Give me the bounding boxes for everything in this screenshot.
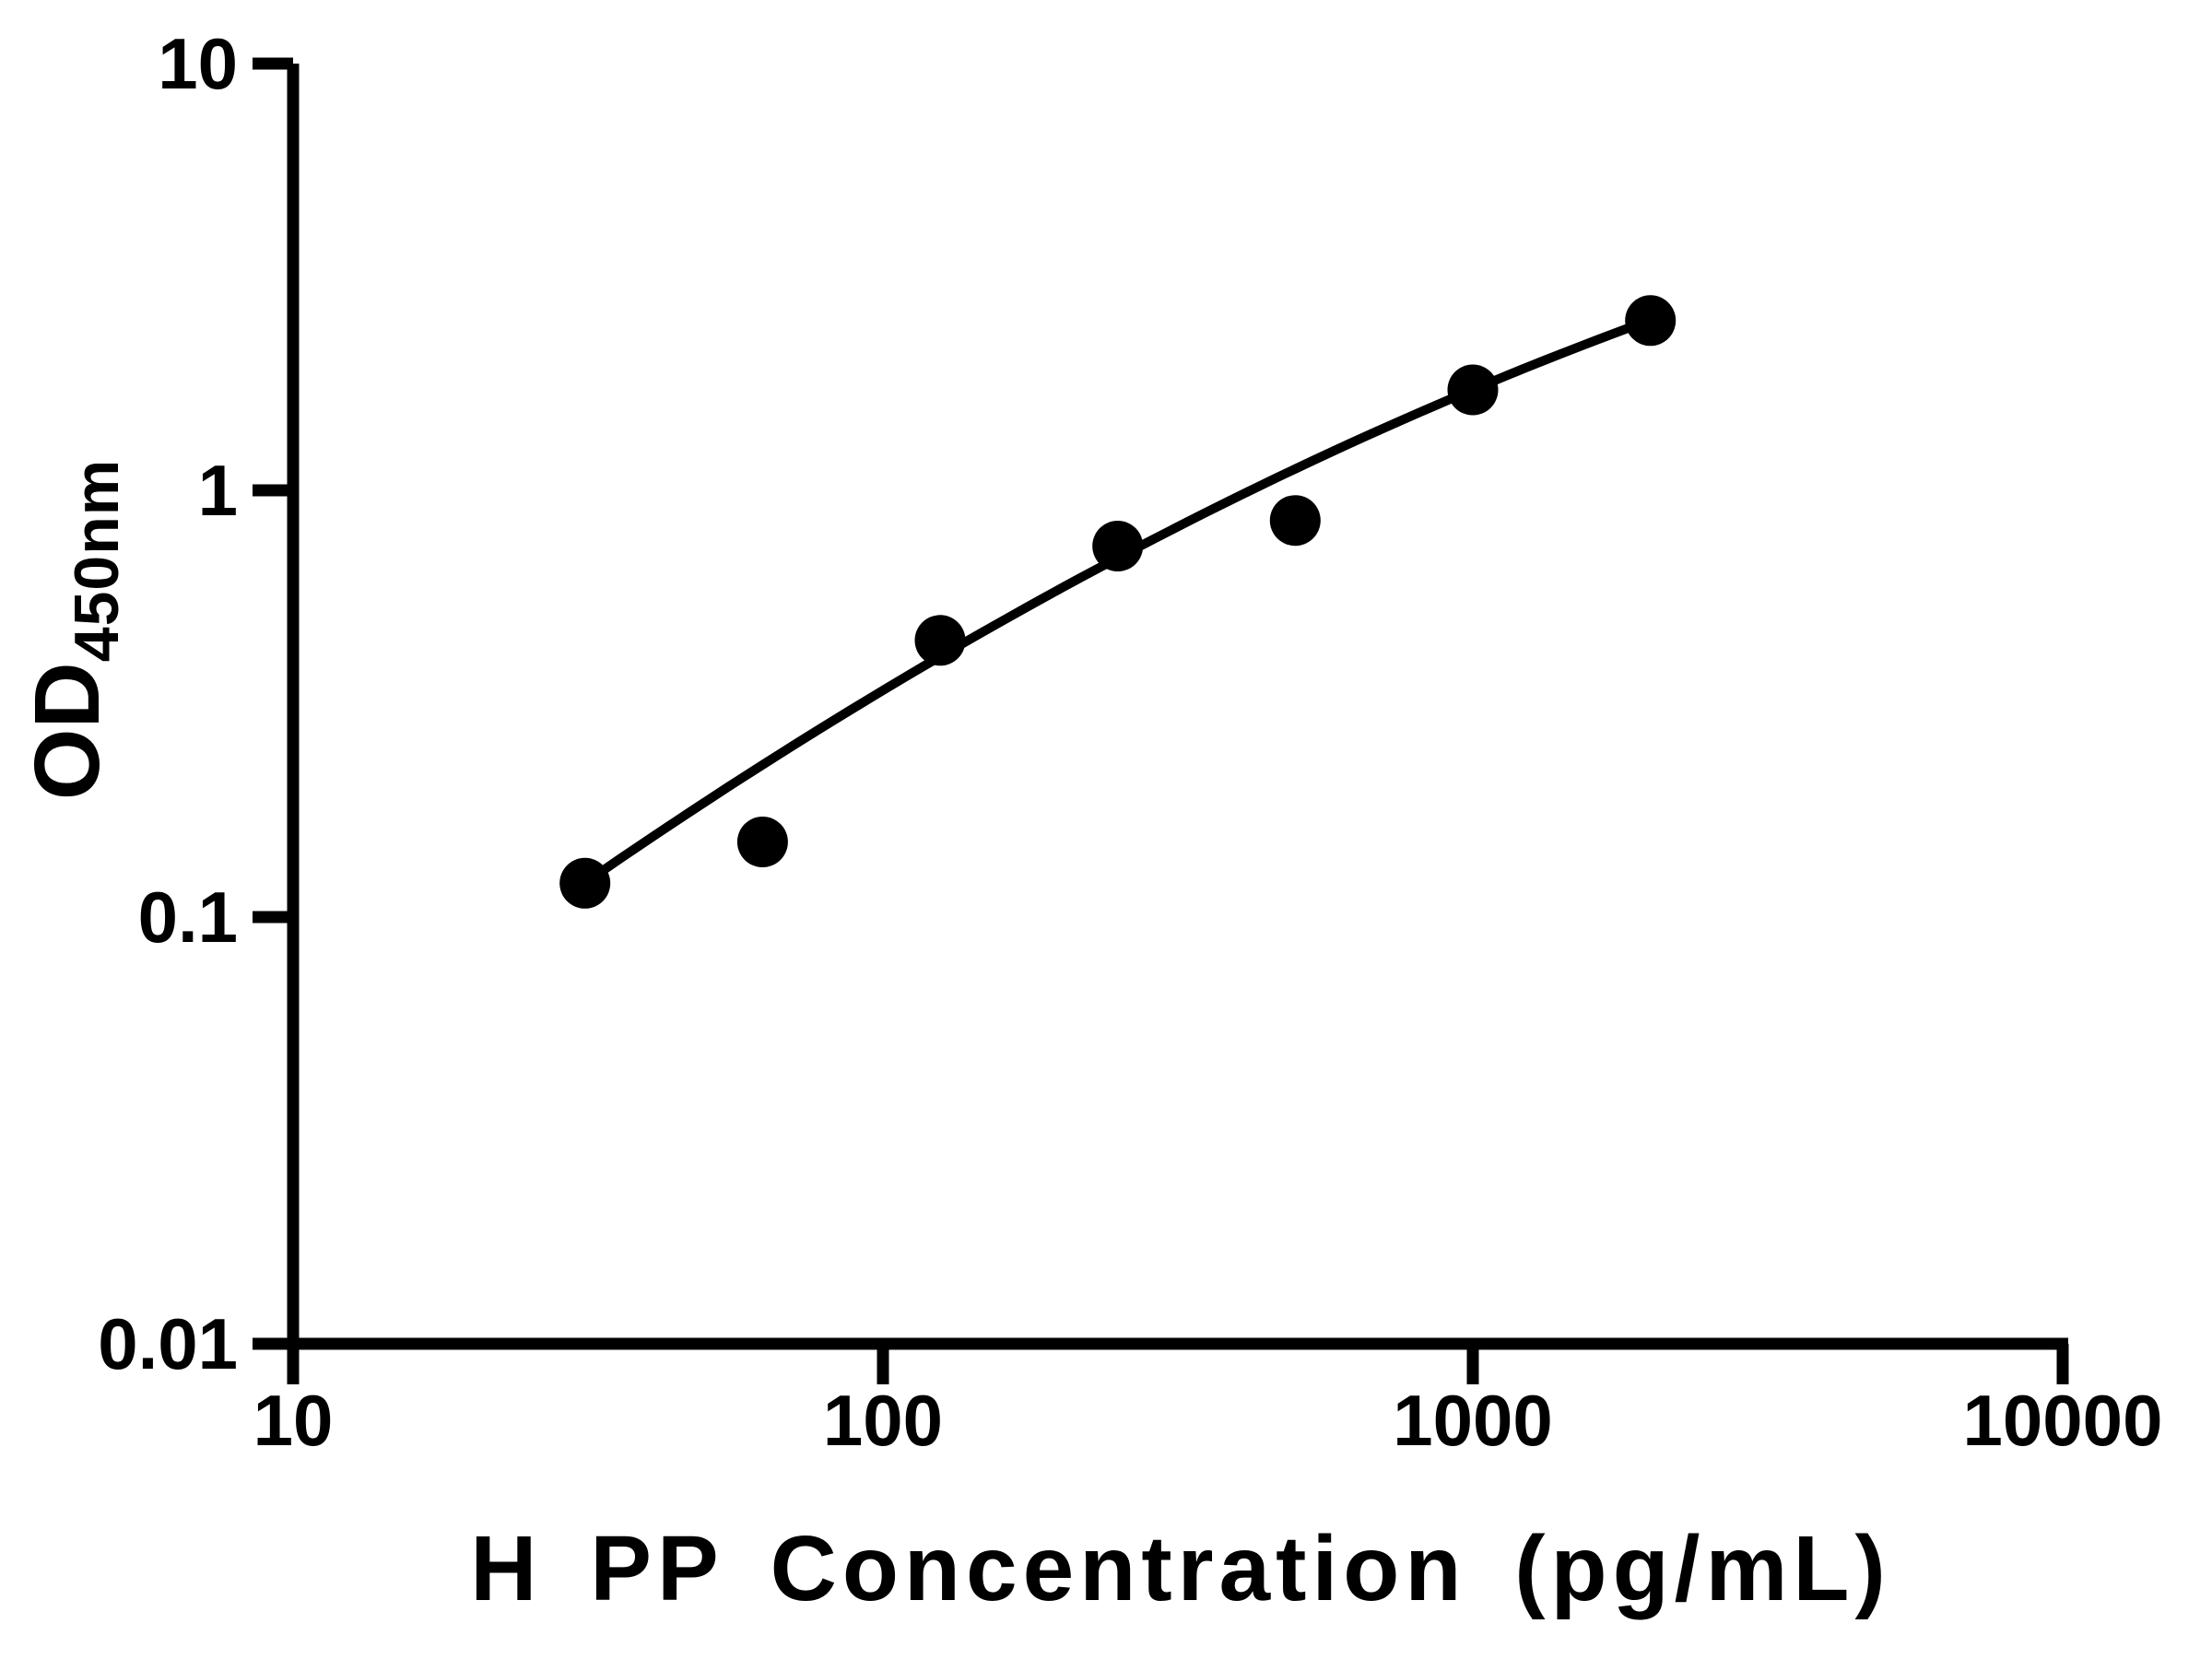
x-axis-title: H PP Concentration (pg/mL) (470, 1517, 1891, 1620)
data-point (1625, 295, 1677, 347)
data-point (914, 615, 966, 666)
y-axis-title-main: OD (16, 662, 119, 801)
y-tick-label: 10 (158, 23, 238, 104)
y-tick-label: 0.01 (98, 1303, 238, 1384)
y-axis-title-subscript: 450nm (62, 458, 132, 663)
axis-spine (287, 64, 2068, 1350)
y-axis-title: OD450nm (15, 459, 133, 800)
data-point (1447, 364, 1499, 416)
data-point (559, 857, 611, 909)
y-tick-label: 1 (197, 450, 238, 531)
x-tick-label: 1000 (1393, 1380, 1553, 1461)
x-tick-label: 10 (253, 1380, 334, 1461)
x-tick-label: 100 (822, 1380, 944, 1461)
data-point (736, 817, 788, 867)
data-point (1269, 495, 1321, 547)
axes-layer (253, 57, 2069, 1384)
data-point (1092, 521, 1144, 571)
y-tick-label: 0.1 (137, 877, 238, 958)
x-tick-label: 10000 (1962, 1380, 2163, 1461)
data-points-layer (559, 295, 1677, 909)
